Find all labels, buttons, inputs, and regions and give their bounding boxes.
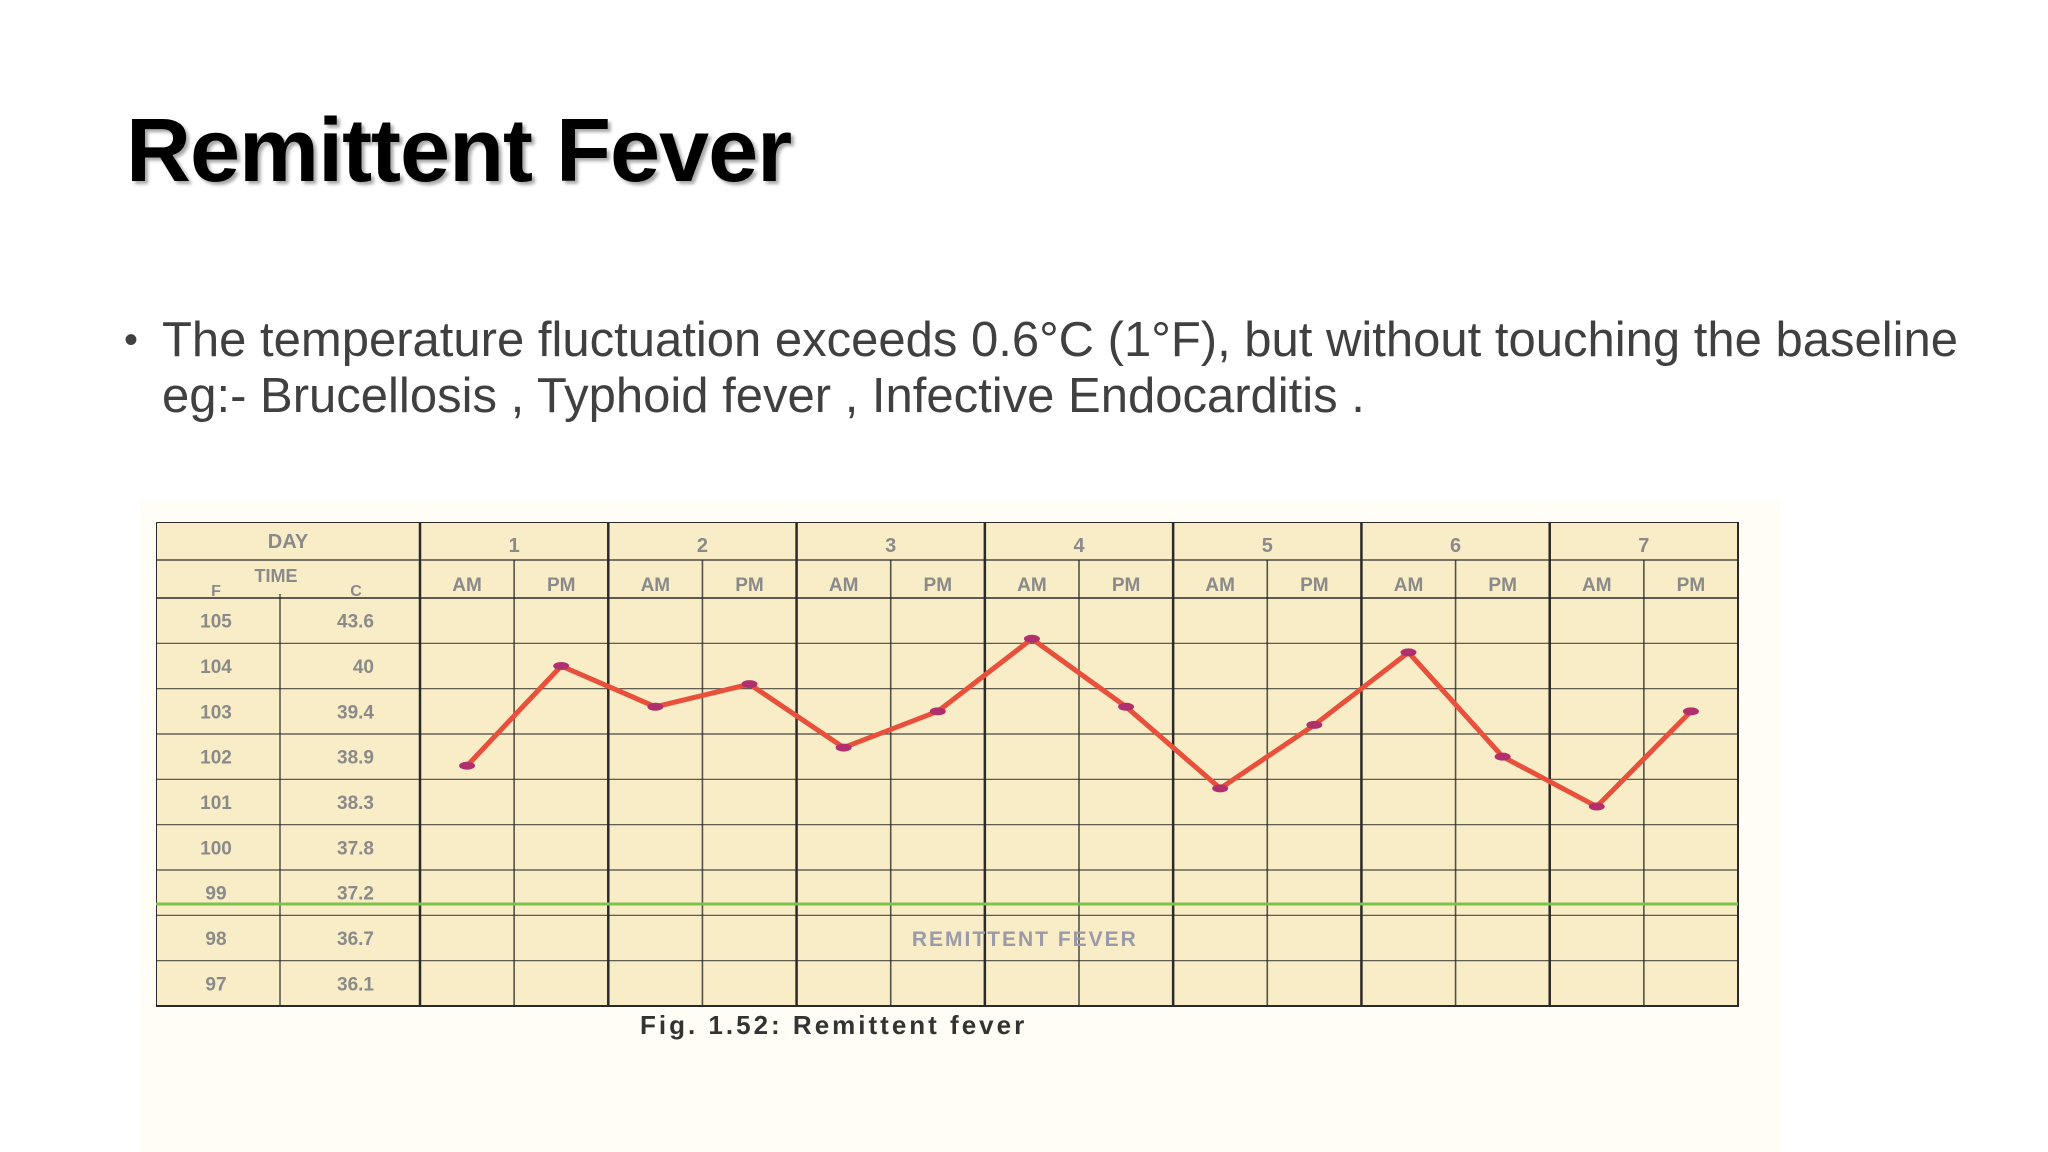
fahrenheit-tick-label: 97 xyxy=(205,974,226,995)
temperature-point xyxy=(1118,702,1135,711)
day-label: 3 xyxy=(885,535,896,557)
day-label: 1 xyxy=(509,535,520,557)
time-label: PM xyxy=(735,575,764,596)
fahrenheit-tick-label: 99 xyxy=(205,884,226,905)
day-header-label: DAY xyxy=(268,531,309,553)
temperature-point xyxy=(1023,634,1040,643)
time-label: PM xyxy=(1300,575,1329,596)
remittent-fever-annotation: REMITTENT FEVER xyxy=(912,928,1138,951)
celsius-header-label: C xyxy=(350,583,362,600)
celsius-tick-label: 40 xyxy=(353,657,374,678)
figure-caption: Fig. 1.52: Remittent fever xyxy=(640,1010,1028,1040)
temperature-point xyxy=(741,680,758,689)
time-label: PM xyxy=(1112,575,1141,596)
temperature-line-segment xyxy=(841,708,941,751)
temperature-line-segment xyxy=(1123,704,1223,791)
temperature-line-segment xyxy=(1311,649,1411,728)
temperature-point xyxy=(459,761,476,770)
bullet-text: The temperature fluctuation exceeds 0.6°… xyxy=(162,313,1959,423)
fahrenheit-header-label: F xyxy=(211,583,221,600)
day-label: 5 xyxy=(1262,535,1273,557)
fahrenheit-tick-label: 101 xyxy=(200,793,232,814)
celsius-tick-label: 36.7 xyxy=(337,929,374,950)
temperature-line-segment xyxy=(652,681,752,710)
day-label: 7 xyxy=(1638,535,1649,557)
time-label: PM xyxy=(1677,575,1706,596)
celsius-tick-label: 37.2 xyxy=(337,884,374,905)
time-label: AM xyxy=(641,575,671,596)
day-label: 2 xyxy=(697,535,708,557)
time-label: AM xyxy=(1017,575,1047,596)
fahrenheit-tick-label: 103 xyxy=(200,702,232,723)
temperature-point xyxy=(1306,720,1323,729)
temperature-line-segment xyxy=(1500,754,1600,810)
time-label: AM xyxy=(1205,575,1235,596)
temperature-line-segment xyxy=(1594,708,1694,810)
time-label: PM xyxy=(1488,575,1517,596)
temperature-line-segment xyxy=(464,663,564,769)
slide-title: Remittent Fever xyxy=(126,101,792,201)
celsius-tick-label: 36.1 xyxy=(337,974,374,995)
temperature-line-segment xyxy=(558,663,658,710)
time-label: PM xyxy=(924,575,953,596)
temperature-point xyxy=(1588,802,1605,811)
temperature-line-segment xyxy=(935,636,1035,714)
bullet-marker: • xyxy=(124,318,139,362)
fahrenheit-tick-label: 100 xyxy=(200,838,232,859)
celsius-tick-label: 39.4 xyxy=(337,702,374,723)
temperature-point xyxy=(647,702,664,711)
temperature-chart-svg: DAY TIME F C 1 2 3 4 5 6 7 AM PM AM PM AM PM AM PM AM PM AM PM… xyxy=(156,522,1739,1007)
temperature-point xyxy=(553,662,570,670)
day-label: 4 xyxy=(1073,535,1085,557)
fahrenheit-tick-label: 98 xyxy=(205,929,226,950)
day-label: 6 xyxy=(1450,535,1461,557)
time-label: AM xyxy=(1582,575,1612,596)
temperature-line-segment xyxy=(1406,649,1506,760)
time-label: AM xyxy=(452,575,482,596)
time-label: AM xyxy=(1394,575,1424,596)
temperature-point xyxy=(835,743,852,752)
time-label: AM xyxy=(829,575,859,596)
temperature-point xyxy=(1212,784,1229,793)
temperature-point xyxy=(929,707,946,716)
temperature-chart: DAY TIME F C 1 2 3 4 5 6 7 AM PM AM PM AM PM AM PM AM PM AM PM… xyxy=(156,522,1744,1012)
celsius-tick-label: 43.6 xyxy=(337,612,374,633)
time-label: PM xyxy=(547,575,576,596)
celsius-tick-label: 38.3 xyxy=(337,793,374,814)
fahrenheit-tick-label: 102 xyxy=(200,748,232,769)
temperature-line-segment xyxy=(1029,636,1129,710)
temperature-line-segment xyxy=(747,681,847,751)
temperature-line-segment xyxy=(1217,722,1317,791)
bullet-item: • The temperature fluctuation exceeds 0.… xyxy=(124,312,1964,424)
celsius-tick-label: 37.8 xyxy=(337,838,374,859)
temperature-point xyxy=(1682,707,1699,716)
celsius-tick-label: 38.9 xyxy=(337,748,374,769)
temperature-point xyxy=(1494,752,1511,761)
temperature-point xyxy=(1400,648,1417,657)
time-header-label: TIME xyxy=(255,566,298,586)
fahrenheit-tick-label: 105 xyxy=(200,612,232,633)
fahrenheit-tick-label: 104 xyxy=(200,657,232,678)
